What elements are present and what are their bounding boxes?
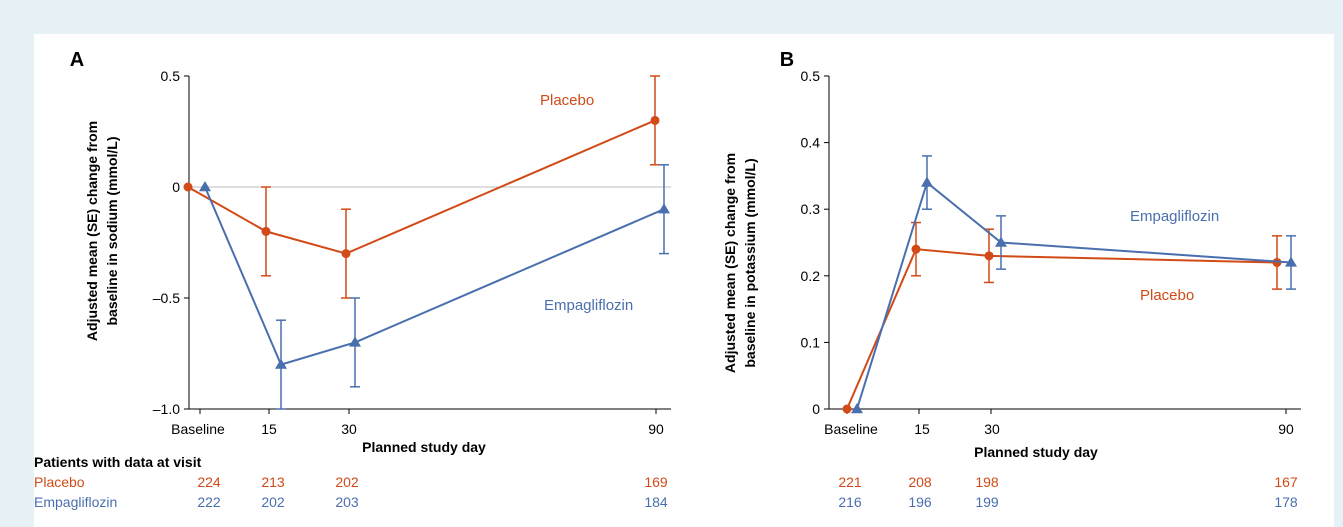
y-tick-label: –0.5: [153, 290, 180, 306]
x-axis-label: Planned study day: [974, 444, 1098, 460]
data-point-triangle: [921, 176, 933, 187]
data-point-circle: [341, 249, 351, 259]
x-tick-label: 15: [261, 421, 277, 437]
panel-label: A: [70, 49, 84, 71]
table-header: Patients with data at visit: [34, 454, 202, 470]
data-point-triangle: [199, 181, 211, 192]
y-tick-label: 0: [812, 401, 820, 417]
data-point-triangle: [275, 358, 287, 369]
data-point-triangle: [1285, 256, 1297, 267]
data-point-triangle: [851, 403, 863, 414]
y-tick-label: 0.2: [801, 268, 821, 284]
y-tick-label: –1.0: [153, 401, 180, 417]
y-tick-label: 0: [172, 179, 180, 195]
series-label: Empagliflozin: [544, 297, 633, 314]
table-count-value: 203: [335, 494, 359, 510]
data-point-triangle: [349, 336, 361, 347]
x-tick-label: 15: [914, 421, 930, 437]
table-count-value: 202: [335, 474, 359, 490]
table-count-value: 208: [908, 474, 932, 490]
series-empagliflozin: Empagliflozin: [199, 164, 670, 410]
table-count-value: 198: [975, 474, 999, 490]
table-count-value: 222: [197, 494, 221, 510]
y-tick-label: 0.5: [161, 68, 181, 84]
series-placebo: Placebo: [842, 221, 1282, 414]
series-line: [204, 186, 665, 366]
series-line: [856, 180, 1292, 410]
table-count-value: 224: [197, 474, 221, 490]
data-point-circle: [183, 182, 193, 192]
data-point-circle: [911, 244, 921, 254]
series-label: Empagliflozin: [1130, 208, 1219, 225]
table-count-value: 199: [975, 494, 999, 510]
x-tick-label: 30: [984, 421, 1000, 437]
data-point-triangle: [658, 203, 670, 214]
x-tick-label: 90: [1278, 421, 1294, 437]
x-axis-label: Planned study day: [362, 439, 486, 455]
series-line: [846, 248, 1278, 410]
table-count-value: 213: [261, 474, 285, 490]
series-placebo: Placebo: [183, 75, 660, 299]
data-point-circle: [650, 115, 660, 125]
panel-label: B: [780, 49, 794, 71]
series-label: Placebo: [1140, 287, 1194, 304]
data-point-circle: [261, 226, 271, 236]
figure-panel: A 0.5 0 –0.5 –1.0 Baseline 15 30 90 Planned study…: [34, 34, 1334, 527]
x-tick-label: Baseline: [171, 421, 225, 437]
x-tick-label: 30: [341, 421, 357, 437]
y-axis-label-line: baseline in potassium (mmol/L): [742, 158, 758, 367]
table-count-value: 167: [1274, 474, 1298, 490]
table-row-name: Empagliflozin: [34, 494, 117, 510]
y-axis-label-line: Adjusted mean (SE) change from: [722, 153, 738, 373]
y-tick-label: 0.3: [801, 201, 821, 217]
series-line: [187, 119, 656, 255]
panel-A: A 0.5 0 –0.5 –1.0 Baseline 15 30 90 Planned study…: [34, 49, 671, 510]
y-axis-label-line: Adjusted mean (SE) change from: [84, 121, 100, 341]
data-point-circle: [842, 404, 852, 414]
y-tick-label: 0.5: [801, 68, 821, 84]
table-count-value: 221: [838, 474, 862, 490]
table-count-value: 169: [644, 474, 668, 490]
data-point-circle: [984, 251, 994, 261]
series-label: Placebo: [540, 92, 594, 109]
x-tick-label: Baseline: [824, 421, 878, 437]
y-tick-label: 0.1: [801, 334, 821, 350]
table-count-value: 184: [644, 494, 668, 510]
series-empagliflozin: Empagliflozin: [851, 155, 1297, 414]
y-axis-label-line: baseline in sodium (mmol/L): [104, 136, 120, 325]
table-count-value: 196: [908, 494, 932, 510]
table-count-value: 216: [838, 494, 862, 510]
data-point-triangle: [995, 236, 1007, 247]
table-count-value: 202: [261, 494, 285, 510]
x-tick-label: 90: [648, 421, 664, 437]
table-row-name: Placebo: [34, 474, 85, 490]
y-tick-label: 0.4: [801, 135, 821, 151]
table-count-value: 178: [1274, 494, 1298, 510]
figure-svg: A 0.5 0 –0.5 –1.0 Baseline 15 30 90 Planned study…: [34, 49, 1301, 510]
